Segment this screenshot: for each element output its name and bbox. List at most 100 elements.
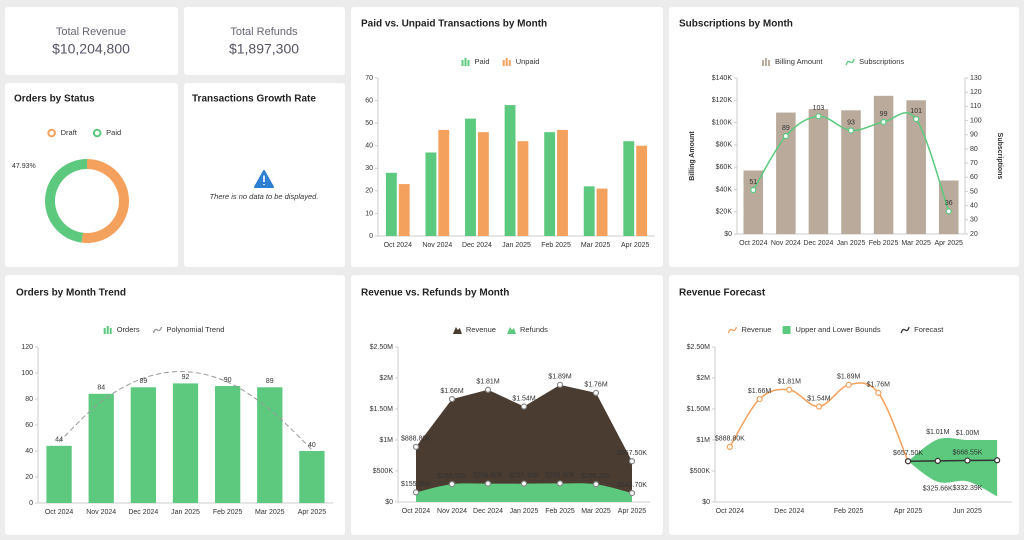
bar (385, 172, 397, 236)
chart-title: Orders by Month Trend (16, 288, 126, 299)
y-tick-label: $1M (379, 437, 393, 444)
data-label: 44 (55, 437, 63, 444)
y-tick-label: $120K (712, 97, 733, 104)
x-tick-label: Oct 2024 (739, 240, 768, 247)
point (880, 118, 887, 126)
x-tick-label: Mar 2025 (255, 509, 285, 516)
y-tick-label: 50 (970, 188, 978, 195)
data-label: $295.40K (509, 473, 539, 480)
x-tick-label: Apr 2025 (935, 240, 964, 247)
x-tick-label: Jan 2025 (837, 240, 866, 247)
data-label: $296.80K (473, 472, 503, 479)
x-tick-label: Dec 2024 (473, 508, 503, 515)
y-tick-label: 120 (970, 89, 982, 96)
bar (477, 132, 489, 236)
legend-icon (152, 326, 163, 334)
bar (88, 393, 114, 503)
point (945, 208, 952, 215)
legend-icon (467, 60, 470, 66)
bar (873, 95, 894, 234)
x-tick-label: Oct 2024 (384, 242, 413, 249)
y-tick-label: $2.50M (370, 344, 394, 351)
data-label: 36 (945, 200, 953, 207)
y-tick-label: $2M (379, 375, 393, 382)
area (416, 483, 632, 502)
empty-message: There is no data to be displayed. (210, 192, 319, 201)
data-label: $1.66M (440, 388, 464, 395)
point (964, 457, 971, 464)
data-label: $657.50K (617, 450, 647, 457)
bar (438, 129, 450, 236)
point (815, 113, 822, 120)
y-tick-label: 100 (21, 370, 33, 377)
bar (299, 451, 325, 503)
x-tick-label: Feb 2025 (545, 508, 575, 515)
y-tick-label: $0 (385, 499, 393, 506)
x-tick-label: Apr 2025 (621, 242, 650, 249)
x-tick-label: Mar 2025 (581, 508, 611, 515)
bar (425, 152, 437, 236)
legend-icon (727, 326, 738, 334)
y-tick-label: 130 (970, 75, 982, 82)
y-tick-label: $500K (373, 468, 394, 475)
bar (504, 105, 516, 236)
x-tick-label: Oct 2024 (716, 508, 745, 515)
x-tick-label: Apr 2025 (894, 508, 923, 515)
data-label: $143.70K (617, 482, 647, 489)
point (592, 481, 600, 488)
y-tick-label: 60 (970, 174, 978, 181)
data-label: $286.20K (581, 473, 611, 480)
y-tick-label: 120 (21, 344, 33, 351)
point (994, 457, 1001, 464)
x-tick-label: Mar 2025 (581, 242, 611, 249)
point (484, 480, 492, 487)
point (875, 389, 882, 396)
bar (215, 386, 241, 503)
point (484, 386, 492, 393)
data-label: 51 (749, 179, 757, 186)
x-tick-label: Jan 2025 (171, 509, 200, 516)
legend-label: Refunds (520, 325, 548, 334)
y-tick-label: 110 (970, 103, 981, 110)
data-label: 103 (813, 105, 825, 112)
bar (517, 141, 529, 236)
x-tick-label: Mar 2025 (901, 240, 931, 247)
point (786, 386, 793, 393)
point (592, 389, 600, 396)
point (913, 116, 920, 123)
y-tick-label: $500K (690, 468, 711, 475)
y-tick-label: 50 (365, 120, 373, 127)
data-label: 89 (139, 378, 147, 385)
data-label: $1.89M (548, 374, 572, 381)
x-tick-label: Apr 2025 (298, 509, 327, 516)
point (750, 186, 757, 194)
y-tick-label: 70 (970, 160, 978, 167)
data-label: $1.01M (926, 429, 950, 436)
x-tick-label: Oct 2024 (45, 509, 74, 516)
panel (5, 7, 178, 75)
y-tick-label: $2M (696, 375, 710, 382)
chart-title: Revenue vs. Refunds by Month (361, 288, 509, 299)
legend-icon (782, 326, 791, 334)
bar (841, 110, 861, 234)
bar (743, 170, 764, 234)
data-label: $888.80K (715, 436, 745, 443)
x-tick-label: Nov 2024 (422, 242, 452, 249)
y-tick-label: $1.50M (687, 406, 711, 413)
legend-icon (767, 60, 770, 66)
y-tick-label: 0 (369, 233, 373, 240)
y-tick-label: 20 (25, 474, 33, 481)
y-axis-label: Billing Amount (689, 131, 696, 181)
y-tick-label: 40 (970, 202, 978, 209)
point (448, 395, 456, 403)
y-tick-label: $40K (716, 186, 733, 193)
y-tick-label: 30 (970, 217, 978, 224)
legend-icon (461, 60, 464, 66)
bar (465, 118, 476, 236)
data-label: $1.89M (837, 374, 861, 381)
data-label: $288.50K (437, 473, 467, 480)
legend-icon (92, 128, 102, 138)
data-label: 90 (224, 377, 232, 384)
data-label: $657.50K (893, 450, 923, 457)
